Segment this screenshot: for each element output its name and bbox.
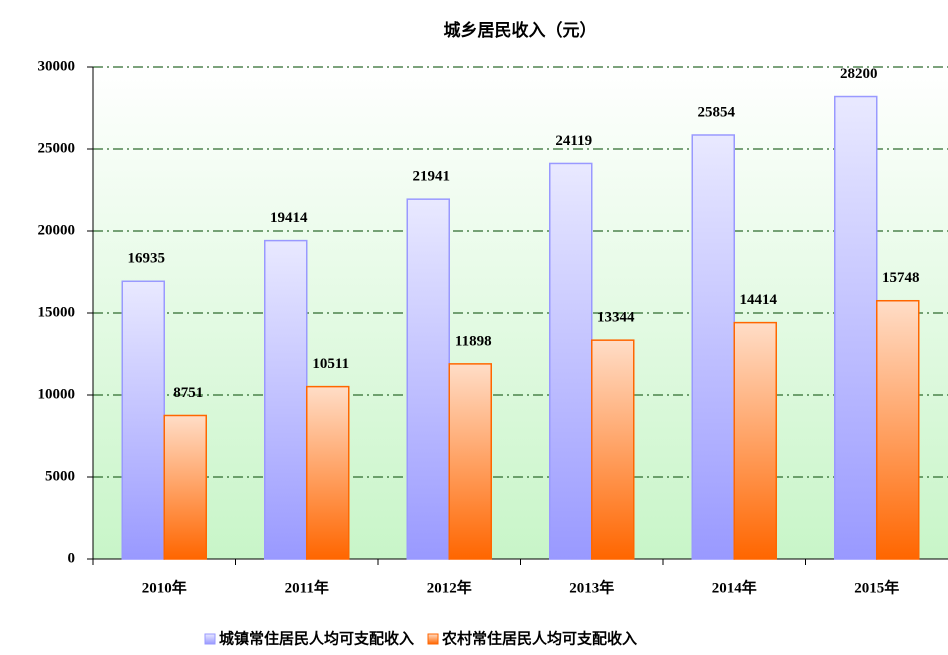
bar — [264, 239, 308, 560]
value-label: 19414 — [270, 210, 308, 226]
x-tick-label: 2011年 — [285, 578, 329, 596]
bar — [549, 162, 593, 560]
value-label: 14414 — [740, 292, 778, 308]
y-tick-label: 30000 — [38, 58, 76, 74]
value-label: 24119 — [555, 133, 592, 149]
y-tick-label: 10000 — [38, 386, 76, 402]
value-label: 15748 — [882, 270, 920, 286]
legend-label: 农村常住居民人均可支配收入 — [441, 629, 637, 647]
bar — [733, 321, 777, 560]
bar — [121, 280, 165, 560]
y-tick-label: 15000 — [38, 304, 76, 320]
legend-swatch — [204, 633, 216, 645]
x-tick-label: 2012年 — [427, 578, 472, 596]
bar — [406, 198, 450, 560]
x-tick-label: 2015年 — [854, 578, 899, 596]
y-tick-label: 20000 — [38, 222, 76, 238]
value-label: 28200 — [840, 66, 878, 82]
bar — [448, 363, 492, 560]
y-tick-label: 25000 — [38, 140, 76, 156]
value-label: 8751 — [173, 385, 203, 401]
value-label: 25854 — [698, 104, 736, 120]
bar — [876, 299, 920, 560]
value-label: 16935 — [128, 251, 166, 267]
chart-title: 城乡居民收入（元） — [444, 20, 597, 40]
y-tick-label: 0 — [68, 550, 76, 566]
x-tick-label: 2010年 — [142, 578, 187, 596]
legend-swatch — [427, 633, 439, 645]
bar — [163, 414, 207, 560]
legend-label: 城镇常住居民人均可支配收入 — [219, 629, 414, 647]
value-label: 10511 — [312, 356, 349, 372]
bar — [834, 95, 878, 560]
bar — [691, 134, 735, 560]
bar — [306, 385, 350, 560]
bar — [591, 339, 635, 560]
value-label: 11898 — [455, 333, 492, 349]
x-tick-label: 2013年 — [569, 578, 614, 596]
value-label: 21941 — [413, 169, 451, 185]
y-tick-label: 5000 — [45, 468, 75, 484]
value-label: 13344 — [597, 310, 635, 326]
x-tick-label: 2014年 — [712, 578, 757, 596]
